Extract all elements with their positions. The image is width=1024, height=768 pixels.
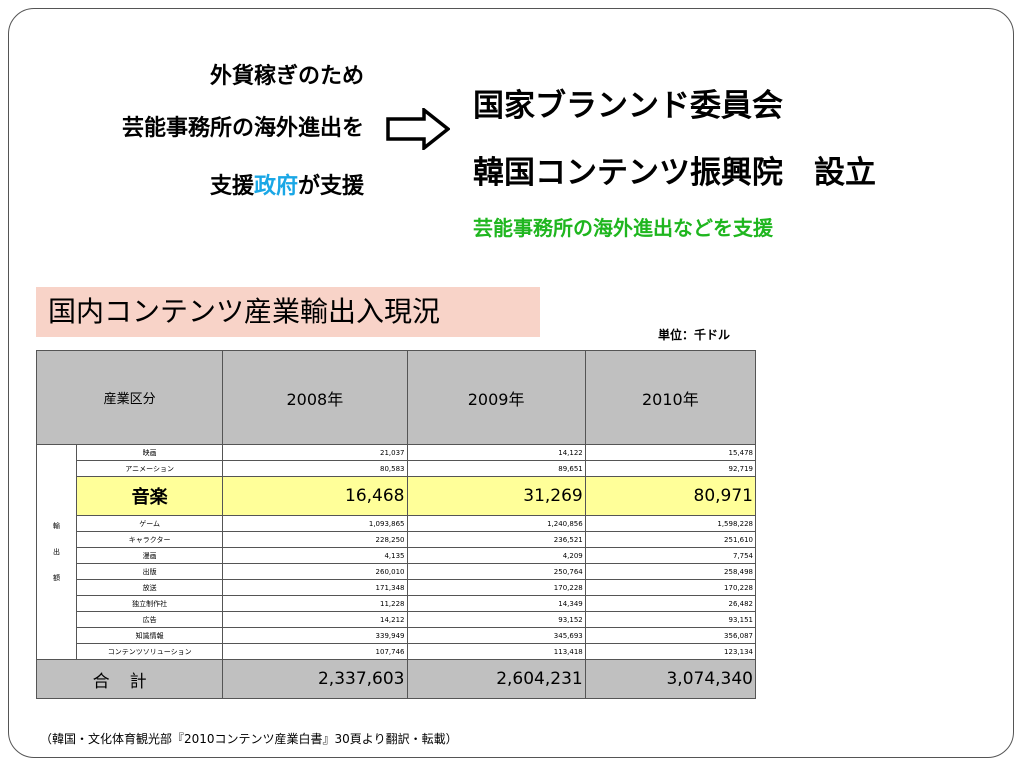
table-row: 放送 171,348 170,228 170,228 [37,579,757,596]
total-2010: 3,074,340 [584,659,757,699]
table-row: 独立制作社 11,228 14,349 26,482 [37,595,757,612]
value-cell: 170,228 [584,579,757,596]
header-2009: 2009年 [406,350,586,445]
value-cell: 21,037 [222,444,408,461]
value-cell: 4,135 [222,547,408,564]
value-cell: 1,240,856 [406,515,586,532]
value-cell: 113,418 [406,643,586,660]
export-group-label: 輸出額 [35,444,78,660]
national-brand-committee: 国家ブランンド委員会 [473,88,783,124]
value-cell: 228,250 [222,531,408,548]
header-2010: 2010年 [584,350,757,445]
value-cell: 7,754 [584,547,757,564]
value-cell: 260,010 [222,563,408,580]
value-cell: 1,093,865 [222,515,408,532]
value-cell: 89,651 [406,460,586,477]
industry-name: アニメーション [76,460,224,477]
total-label: 合計 [35,659,224,699]
government-highlight: 政府 [253,174,298,199]
left-line-2: 芸能事務所の海外進出を [121,116,364,141]
table-row: 出版 260,010 250,764 258,498 [37,563,757,580]
right-arrow-icon [386,108,450,150]
left-line-3-post: が支援 [297,174,364,199]
industry-name: 独立制作社 [76,595,224,612]
value-cell: 80,971 [584,476,757,516]
section-title: 国内コンテンツ産業輸出入現況 [36,287,540,337]
industry-name: 漫画 [76,547,224,564]
support-description: 芸能事務所の海外進出などを支援 [473,216,773,240]
left-line-1: 外貨稼ぎのため [209,64,364,89]
value-cell: 345,693 [406,627,586,644]
value-cell: 11,228 [222,595,408,612]
table-row: 広告 14,212 93,152 93,151 [37,611,757,628]
industry-name: 知識情報 [76,627,224,644]
value-cell: 14,212 [222,611,408,628]
value-cell: 1,598,228 [584,515,757,532]
value-cell: 339,949 [222,627,408,644]
value-cell: 356,087 [584,627,757,644]
value-cell: 80,583 [222,460,408,477]
table-row: 漫画 4,135 4,209 7,754 [37,547,757,564]
table-row: 輸出額映画 21,037 14,122 15,478 [35,444,757,660]
value-cell: 171,348 [222,579,408,596]
value-cell: 123,134 [584,643,757,660]
value-cell: 14,122 [406,444,586,461]
left-line-3: 支援政府が支援 [210,168,364,200]
value-cell: 236,521 [406,531,586,548]
value-cell: 250,764 [406,563,586,580]
table-row-music: 音楽 16,468 31,269 80,971 [37,476,757,516]
industry-name: 広告 [76,611,224,628]
value-cell: 14,349 [406,595,586,612]
table-row: 知識情報 339,949 345,693 356,087 [37,627,757,644]
value-cell: 26,482 [584,595,757,612]
value-cell: 258,498 [584,563,757,580]
value-cell: 93,151 [584,611,757,628]
industry-name: コンテンツソリューション [76,643,224,660]
industry-name: キャラクター [76,531,224,548]
left-line-3-pre: 支援 [209,174,254,199]
total-2008: 2,337,603 [222,659,408,699]
value-cell: 16,468 [222,476,408,516]
value-cell: 107,746 [222,643,408,660]
header-2008: 2008年 [222,350,408,445]
table-row: アニメーション 80,583 89,651 92,719 [37,460,757,477]
export-table: 産業区分 2008年 2009年 2010年 輸出額映画 21,037 14,122… [35,350,757,699]
kocca-established: 韓国コンテンツ振興院 設立 [473,155,876,191]
table-row: ゲーム 1,093,865 1,240,856 1,598,228 [37,515,757,532]
total-2009: 2,604,231 [406,659,586,699]
source-note: （韓国・文化体育観光部『2010コンテンツ産業白書』30頁より翻訳・転載） [40,732,458,746]
table-row: キャラクター 228,250 236,521 251,610 [37,531,757,548]
total-row: 合計 2,337,603 2,604,231 3,074,340 [35,659,757,699]
value-cell: 15,478 [584,444,757,461]
industry-name: ゲーム [76,515,224,532]
table-header-row: 産業区分 2008年 2009年 2010年 [35,350,757,445]
value-cell: 31,269 [406,476,586,516]
value-cell: 4,209 [406,547,586,564]
industry-name: 音楽 [76,476,224,516]
value-cell: 92,719 [584,460,757,477]
industry-name: 放送 [76,579,224,596]
table-row: コンテンツソリューション 107,746 113,418 123,134 [37,643,757,660]
unit-label: 単位：千ドル [658,328,731,342]
header-category: 産業区分 [35,350,224,445]
value-cell: 251,610 [584,531,757,548]
industry-name: 出版 [76,563,224,580]
industry-name: 映画 [76,444,224,461]
value-cell: 170,228 [406,579,586,596]
value-cell: 93,152 [406,611,586,628]
